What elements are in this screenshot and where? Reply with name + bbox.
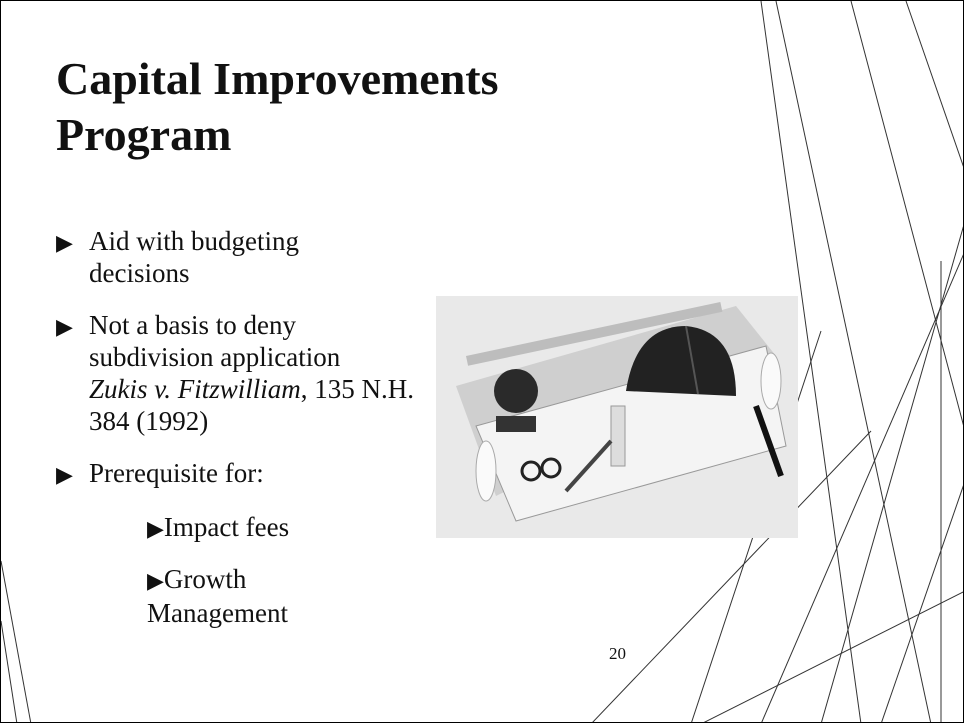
page-number: 20 bbox=[609, 644, 626, 663]
bullet-text: Prerequisite for: bbox=[89, 458, 264, 488]
bullet: ▶ Prerequisite for: bbox=[56, 457, 434, 489]
bullet: ▶ Not a basis to deny subdivision applica… bbox=[56, 309, 434, 437]
bullet-text: subdivision application bbox=[89, 342, 341, 372]
bullet: ▶ Aid with budgeting decisions bbox=[56, 225, 434, 289]
sub-bullet-text: Impact fees bbox=[163, 512, 290, 542]
tools-photo bbox=[436, 296, 798, 538]
case-name: Zukis v. Fitzwilliam bbox=[89, 374, 301, 404]
citation: , 135 N.H. 384 (1992) bbox=[89, 374, 415, 436]
slide-title: Capital Improvements Program bbox=[56, 53, 499, 160]
sub-bullet: ▶Impact fees bbox=[147, 512, 290, 542]
bullet-text: Not a basis to deny bbox=[89, 310, 296, 340]
bullet-text: Aid with budgeting bbox=[89, 226, 299, 256]
sub-bullet-text: Growth Management bbox=[147, 564, 288, 628]
bullet-text: decisions bbox=[89, 258, 190, 288]
sub-bullet: ▶Growth Management bbox=[147, 564, 288, 628]
